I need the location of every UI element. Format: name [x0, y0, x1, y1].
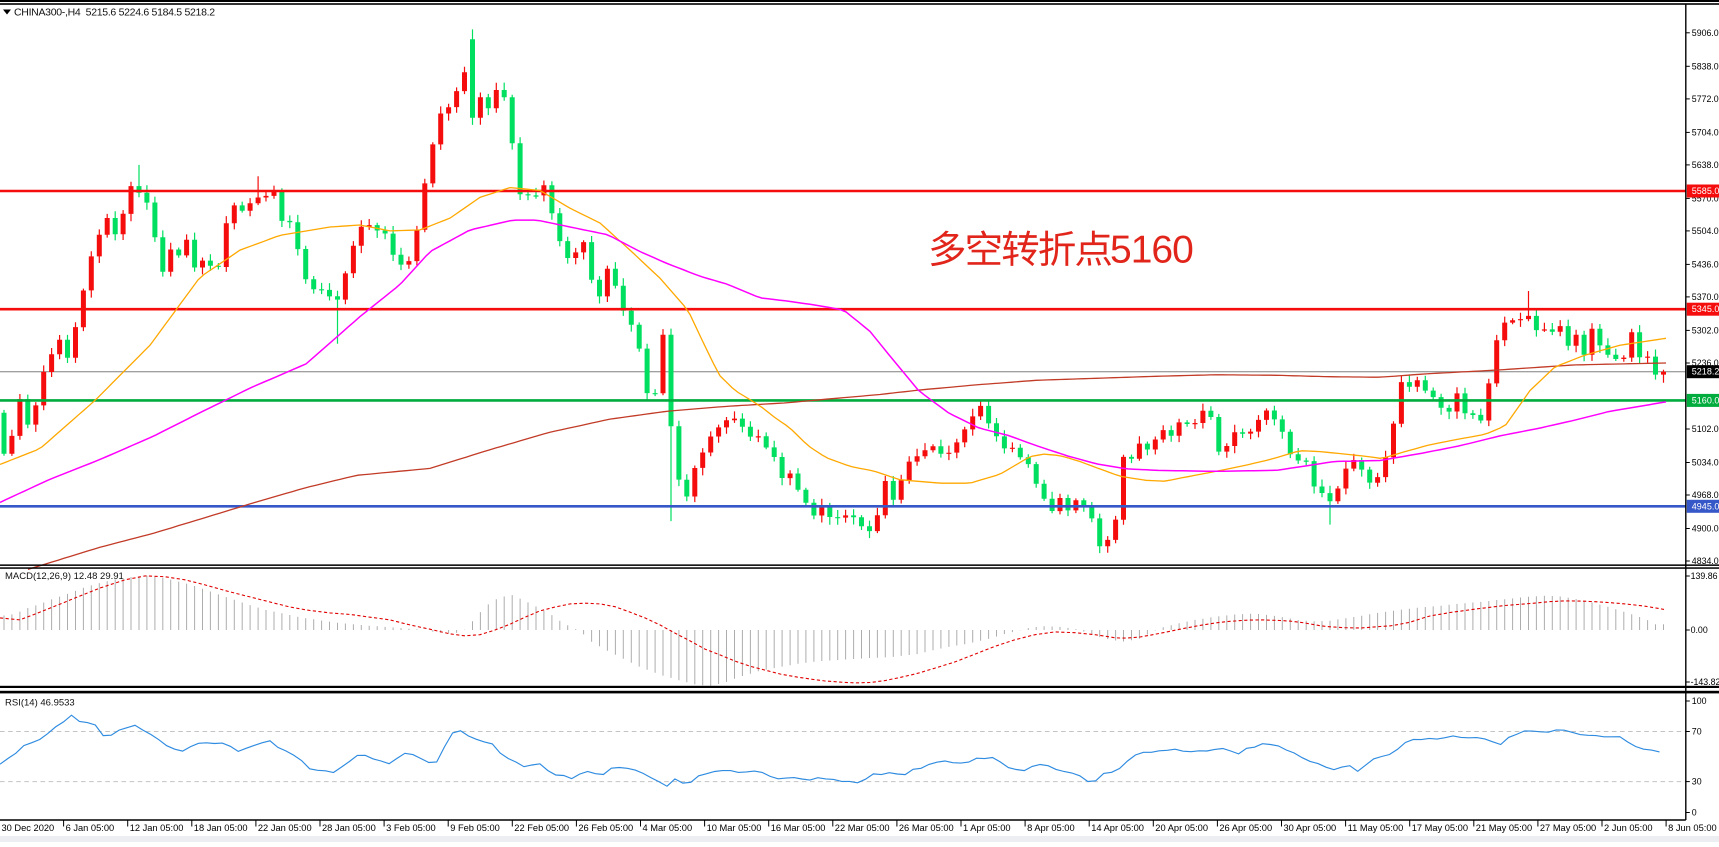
- svg-text:26 Apr 05:00: 26 Apr 05:00: [1219, 823, 1272, 833]
- svg-text:22 Jan 05:00: 22 Jan 05:00: [258, 823, 312, 833]
- svg-text:20 Apr 05:00: 20 Apr 05:00: [1155, 823, 1208, 833]
- svg-text:5218.2: 5218.2: [1692, 367, 1719, 377]
- svg-text:5838.0: 5838.0: [1692, 61, 1719, 71]
- svg-text:17 May 05:00: 17 May 05:00: [1412, 823, 1468, 833]
- svg-text:5034.0: 5034.0: [1692, 458, 1719, 468]
- svg-text:22 Feb 05:00: 22 Feb 05:00: [514, 823, 569, 833]
- svg-text:16 Mar 05:00: 16 Mar 05:00: [771, 823, 826, 833]
- svg-text:8 Apr 05:00: 8 Apr 05:00: [1027, 823, 1075, 833]
- svg-text:2 Jun 05:00: 2 Jun 05:00: [1604, 823, 1653, 833]
- svg-text:4 Mar 05:00: 4 Mar 05:00: [643, 823, 693, 833]
- svg-text:CHINA300-,H4 5215.6 5224.6 51: CHINA300-,H4 5215.6 5224.6 5184.5 5218.2: [14, 7, 215, 19]
- svg-text:28 Jan 05:00: 28 Jan 05:00: [322, 823, 376, 833]
- svg-text:5236.0: 5236.0: [1692, 358, 1719, 368]
- svg-text:0.00: 0.00: [1691, 625, 1708, 635]
- svg-text:5370.0: 5370.0: [1692, 292, 1719, 302]
- svg-text:-143.82: -143.82: [1691, 677, 1719, 687]
- svg-text:5302.0: 5302.0: [1692, 325, 1719, 335]
- svg-text:139.86: 139.86: [1691, 571, 1718, 581]
- svg-text:5585.0: 5585.0: [1692, 186, 1719, 196]
- svg-text:5772.0: 5772.0: [1692, 94, 1719, 104]
- svg-text:5570.0: 5570.0: [1692, 193, 1719, 203]
- svg-text:RSI(14) 46.9533: RSI(14) 46.9533: [5, 698, 75, 709]
- svg-text:18 Jan 05:00: 18 Jan 05:00: [194, 823, 248, 833]
- svg-text:1 Apr 05:00: 1 Apr 05:00: [963, 823, 1011, 833]
- svg-text:70: 70: [1692, 727, 1702, 737]
- svg-text:5436.0: 5436.0: [1692, 259, 1719, 269]
- svg-text:5102.0: 5102.0: [1692, 424, 1719, 434]
- svg-text:6 Jan 05:00: 6 Jan 05:00: [66, 823, 115, 833]
- svg-text:5906.0: 5906.0: [1692, 28, 1719, 38]
- svg-text:27 May 05:00: 27 May 05:00: [1540, 823, 1596, 833]
- svg-text:26 Mar 05:00: 26 Mar 05:00: [899, 823, 954, 833]
- svg-text:5504.0: 5504.0: [1692, 226, 1719, 236]
- svg-text:10 Mar 05:00: 10 Mar 05:00: [707, 823, 762, 833]
- svg-text:9 Feb 05:00: 9 Feb 05:00: [450, 823, 500, 833]
- svg-text:21 May 05:00: 21 May 05:00: [1476, 823, 1532, 833]
- svg-text:30 Apr 05:00: 30 Apr 05:00: [1284, 823, 1337, 833]
- svg-text:30 Dec 2020: 30 Dec 2020: [2, 823, 55, 833]
- svg-text:5345.0: 5345.0: [1692, 304, 1719, 314]
- svg-text:4834.0: 4834.0: [1692, 556, 1719, 566]
- svg-text:4945.0: 4945.0: [1692, 501, 1719, 511]
- svg-text:4968.0: 4968.0: [1692, 490, 1719, 500]
- svg-text:3 Feb 05:00: 3 Feb 05:00: [386, 823, 436, 833]
- svg-text:100: 100: [1692, 696, 1707, 706]
- svg-text:5160.0: 5160.0: [1692, 395, 1719, 405]
- svg-text:5638.0: 5638.0: [1692, 160, 1719, 170]
- svg-text:5160: 5160: [1110, 229, 1193, 272]
- svg-text:30: 30: [1692, 777, 1702, 787]
- svg-text:4900.0: 4900.0: [1692, 524, 1719, 534]
- svg-text:11 May 05:00: 11 May 05:00: [1348, 823, 1404, 833]
- svg-text:8 Jun 05:00: 8 Jun 05:00: [1668, 823, 1717, 833]
- svg-text:22 Mar 05:00: 22 Mar 05:00: [835, 823, 890, 833]
- svg-text:0: 0: [1692, 808, 1697, 818]
- svg-text:MACD(12,26,9) 12.48 29.91: MACD(12,26,9) 12.48 29.91: [5, 571, 124, 582]
- svg-text:12 Jan 05:00: 12 Jan 05:00: [130, 823, 184, 833]
- svg-text:5704.0: 5704.0: [1692, 127, 1719, 137]
- svg-text:14 Apr 05:00: 14 Apr 05:00: [1091, 823, 1144, 833]
- svg-text:26 Feb 05:00: 26 Feb 05:00: [578, 823, 633, 833]
